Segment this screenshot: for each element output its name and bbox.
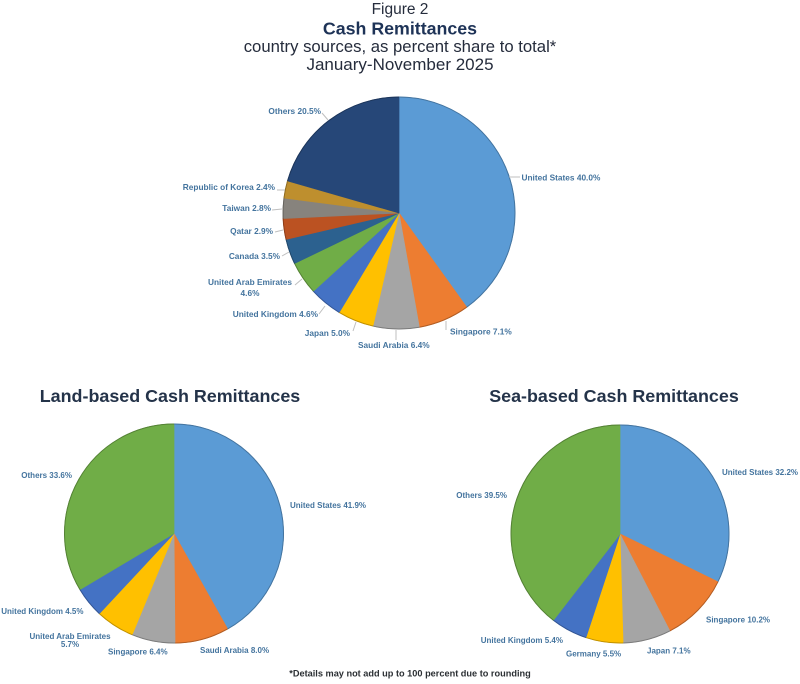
svg-text:January-November 2025: January-November 2025 <box>306 55 493 74</box>
svg-text:Japan 7.1%: Japan 7.1% <box>647 647 691 656</box>
svg-text:United Arab Emirates: United Arab Emirates <box>208 277 292 287</box>
svg-text:Land-based Cash Remittances: Land-based Cash Remittances <box>40 386 301 406</box>
svg-text:United Kingdom 4.5%: United Kingdom 4.5% <box>1 607 83 616</box>
svg-text:Figure 2: Figure 2 <box>372 1 429 18</box>
svg-text:United States 40.0%: United States 40.0% <box>522 173 601 183</box>
svg-text:Singapore 10.2%: Singapore 10.2% <box>706 616 770 625</box>
svg-text:country sources, as percent sh: country sources, as percent share to tot… <box>244 37 557 56</box>
svg-text:United Arab Emirates: United Arab Emirates <box>29 632 111 641</box>
svg-text:Saudi Arabia 8.0%: Saudi Arabia 8.0% <box>200 646 269 655</box>
svg-text:Germany 5.5%: Germany 5.5% <box>566 650 621 659</box>
svg-text:Singapore 6.4%: Singapore 6.4% <box>108 648 168 657</box>
svg-text:United Kingdom 4.6%: United Kingdom 4.6% <box>233 309 319 319</box>
svg-text:Others 39.5%: Others 39.5% <box>456 491 507 500</box>
svg-text:Qatar 2.9%: Qatar 2.9% <box>230 226 274 236</box>
svg-text:4.6%: 4.6% <box>241 288 261 298</box>
svg-text:Japan 5.0%: Japan 5.0% <box>305 328 351 338</box>
svg-text:Singapore 7.1%: Singapore 7.1% <box>450 327 512 337</box>
svg-text:Others 33.6%: Others 33.6% <box>21 471 72 480</box>
svg-text:Taiwan 2.8%: Taiwan 2.8% <box>222 203 271 213</box>
svg-text:Others 20.5%: Others 20.5% <box>268 106 321 116</box>
svg-text:Canada 3.5%: Canada 3.5% <box>229 251 281 261</box>
svg-text:Saudi Arabia 6.4%: Saudi Arabia 6.4% <box>358 340 430 350</box>
svg-text:5.7%: 5.7% <box>61 640 79 649</box>
svg-text:United States 32.2%: United States 32.2% <box>722 468 798 477</box>
svg-text:Sea-based Cash Remittances: Sea-based Cash Remittances <box>489 386 739 406</box>
svg-text:Republic of Korea 2.4%: Republic of Korea 2.4% <box>183 182 276 192</box>
svg-text:Cash Remittances: Cash Remittances <box>323 19 477 39</box>
svg-text:United Kingdom 5.4%: United Kingdom 5.4% <box>481 636 563 645</box>
svg-text:United States 41.9%: United States 41.9% <box>290 501 366 510</box>
svg-text:*Details may not add up to 100: *Details may not add up to 100 percent d… <box>289 669 530 679</box>
